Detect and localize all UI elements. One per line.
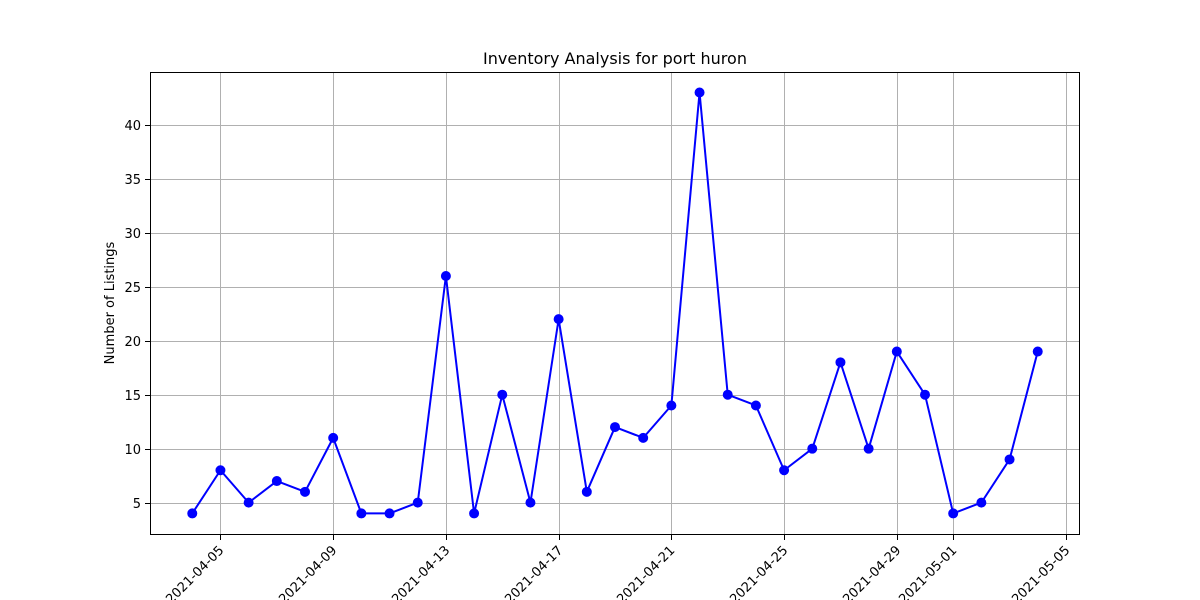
data-point [1032, 346, 1043, 357]
data-point [187, 508, 198, 519]
chart-title: Inventory Analysis for port huron [483, 49, 747, 68]
data-point [638, 432, 649, 443]
x-tick-label: 2021-04-21 [614, 543, 678, 600]
y-tick-label: 35 [124, 173, 141, 188]
x-tick-label: 2021-04-25 [727, 543, 791, 600]
data-point [243, 497, 254, 508]
plot-area-frame [150, 72, 1080, 535]
data-point [356, 508, 367, 519]
data-point [215, 465, 226, 476]
x-tick-label: 2021-04-09 [276, 543, 340, 600]
data-point [497, 389, 508, 400]
data-point [581, 486, 592, 497]
data-point [328, 432, 339, 443]
data-point [666, 400, 677, 411]
grid-lines [150, 72, 1080, 535]
data-point [694, 87, 705, 98]
series-layer [187, 87, 1043, 519]
y-tick-label: 30 [124, 227, 141, 242]
data-point [384, 508, 395, 519]
data-point [440, 270, 451, 281]
x-tick-label: 2021-04-13 [389, 543, 453, 600]
data-point [948, 508, 959, 519]
x-tick-label: 2021-05-01 [896, 543, 960, 600]
data-point [976, 497, 987, 508]
y-tick-label: 40 [124, 119, 141, 134]
y-tick-label: 25 [124, 281, 141, 296]
data-point [835, 357, 846, 368]
y-tick-label: 20 [124, 335, 141, 350]
y-tick-label: 5 [133, 497, 141, 512]
data-point [412, 497, 423, 508]
y-tick-label: 15 [124, 389, 141, 404]
data-point [779, 465, 790, 476]
data-point [807, 443, 818, 454]
tick-layer: 5 10 15 20 25 30 35 40 2021-04-05 2021-04-09 2021-… [124, 119, 1073, 600]
data-point [863, 443, 874, 454]
data-point [1004, 454, 1015, 465]
data-point [300, 486, 310, 497]
data-point [525, 497, 536, 508]
x-tick-label: 2021-05-05 [1009, 543, 1073, 600]
x-tick-label: 2021-04-29 [840, 543, 904, 600]
data-point [750, 400, 761, 411]
data-point [920, 389, 930, 400]
series-line [191, 91, 1039, 515]
x-tick-label: 2021-04-05 [163, 543, 227, 600]
y-axis-label: Number of Listings [103, 241, 118, 364]
x-tick-label: 2021-04-17 [502, 543, 566, 600]
data-point [271, 476, 282, 487]
y-tick-label: 10 [124, 443, 141, 458]
data-point [610, 422, 620, 433]
data-point [722, 389, 733, 400]
data-point [553, 314, 564, 325]
data-point [891, 346, 902, 357]
data-point [469, 508, 480, 519]
